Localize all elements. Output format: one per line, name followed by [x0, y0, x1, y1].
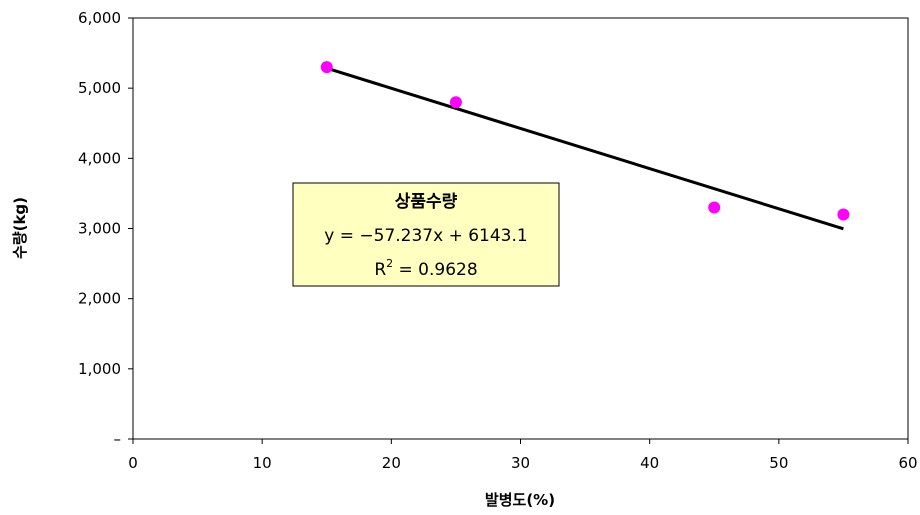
x-tick-label: 10 — [253, 454, 272, 472]
r2-superscript: 2 — [386, 257, 393, 270]
x-tick-label: 30 — [511, 454, 530, 472]
equation-box — [292, 182, 560, 287]
trendline — [326, 66, 844, 231]
data-point — [708, 201, 721, 214]
y-tick-label: 1,000 — [78, 360, 121, 378]
trendline-layer — [326, 66, 844, 231]
y-tick-label: 3,000 — [78, 220, 121, 238]
y-axis-title: 수량(kg) — [11, 197, 29, 259]
x-tick-label: 60 — [898, 454, 917, 472]
equation-title: 상품수량 — [395, 192, 458, 212]
x-tick-label: 40 — [640, 454, 659, 472]
axes: 0 10 20 30 40 50 60 – 1,000 2,000 3,000 4,000 5,000 6… — [78, 9, 918, 472]
data-point — [449, 96, 462, 109]
x-axis-title: 발병도(%) — [485, 491, 555, 509]
r2-letter: R — [374, 260, 386, 280]
x-tick-label: 50 — [769, 454, 788, 472]
x-tick-label: 20 — [382, 454, 401, 472]
y-tick-label: – — [114, 430, 122, 448]
y-tick-label: 5,000 — [78, 79, 121, 97]
data-point — [837, 208, 850, 221]
r2-value: = 0.9628 — [393, 260, 478, 280]
y-tick-label: 4,000 — [78, 149, 121, 167]
y-tick-label: 6,000 — [78, 9, 121, 27]
data-points — [320, 61, 850, 221]
equation-r-squared: R2 = 0.9628 — [374, 257, 477, 280]
y-tick-label: 2,000 — [78, 290, 121, 308]
x-tick-label: 0 — [128, 454, 138, 472]
equation-annotation: 상품수량 y = −57.237x + 6143.1 R2 = 0.9628 — [292, 182, 560, 287]
equation-formula: y = −57.237x + 6143.1 — [324, 226, 527, 246]
data-point — [320, 61, 333, 74]
